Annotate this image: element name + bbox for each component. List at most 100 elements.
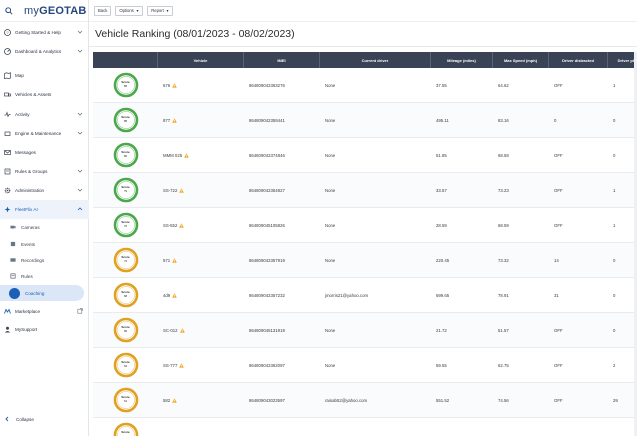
table-row[interactable]: Score 66 SC-012 864809045131919 None 21.72 51.…	[93, 313, 637, 348]
imei-cell: 864809042357919	[249, 257, 285, 263]
vehicle-cell[interactable]: 582	[158, 383, 244, 417]
sidebar-subitem-events[interactable]: Events	[0, 236, 89, 252]
table-row[interactable]: Score 86 676 864809042363276 None 37.55 64.62 O…	[93, 68, 637, 103]
mileage-cell: 51.85	[436, 152, 447, 158]
sidebar-item-messages[interactable]: Messages	[0, 143, 89, 162]
mileage-cell: 220.45	[436, 257, 450, 263]
vehicle-cell[interactable]: MMM 025	[158, 138, 244, 172]
driver-cell: None	[325, 222, 336, 228]
chevron-down-icon	[77, 48, 83, 54]
score-label: Score	[121, 430, 130, 434]
score-cell: Score 64	[93, 348, 158, 382]
column-header-driver[interactable]: Current driver	[320, 52, 431, 68]
search-icon[interactable]	[4, 6, 14, 16]
app-logo[interactable]: myGEOTAB	[24, 4, 87, 17]
vehicle-cell[interactable]: 4d9	[158, 278, 244, 312]
collapse-button[interactable]: Collapse	[0, 410, 34, 428]
column-header-mileage[interactable]: Mileage (miles)	[431, 52, 493, 68]
score-ring: Score 68	[113, 282, 139, 308]
vehicle-cell[interactable]: SS-777	[158, 348, 244, 382]
warning-icon	[172, 257, 177, 263]
score-ring: Score 64	[113, 352, 139, 378]
vehicle-cell[interactable]: 571	[158, 243, 244, 277]
marketplace-icon	[4, 308, 11, 315]
chevron-down-icon: ▼	[165, 8, 170, 13]
sidebar-item-label: Getting Started & Help	[15, 30, 61, 35]
warning-icon	[184, 152, 189, 158]
score-value: 80	[123, 153, 128, 158]
score-cell: Score 66	[93, 313, 158, 347]
score-cell: Score 61	[93, 383, 158, 417]
column-header-vehicle[interactable]: Vehicle	[158, 52, 244, 68]
sidebar-item-marketplace[interactable]: Marketplace	[0, 302, 89, 321]
chevron-up-icon	[77, 206, 83, 212]
sidebar-subitem-recordings[interactable]: Recordings	[0, 252, 89, 268]
vehicle-cell[interactable]: 676	[158, 68, 244, 102]
back-button[interactable]: Back	[94, 5, 112, 16]
sidebar-subitem-rules[interactable]: Rules	[0, 268, 89, 284]
mileage-cell: 495.11	[436, 117, 449, 123]
max-speed-cell: 73.23	[498, 187, 509, 193]
mileage-cell: 37.55	[436, 82, 447, 88]
column-header-driver-distracted[interactable]: Driver distracted	[549, 52, 608, 68]
table-row[interactable]: Score 85 877 864809042359441 None 495.11 83.16…	[93, 103, 637, 138]
table-row[interactable]: Score 76 SS-552 864809045105826 None 28.59 68.…	[93, 208, 637, 243]
score-value: 68	[123, 293, 128, 298]
warning-icon	[179, 187, 185, 193]
table-row[interactable]: Score 79 SS-722 864809042364827 None 33.57 73.…	[93, 173, 637, 208]
phone-cell: 2	[613, 362, 616, 368]
sidebar-subitem-coaching[interactable]: Coaching	[0, 285, 84, 301]
vehicle-cell[interactable]: SC-012	[158, 313, 244, 347]
sidebar-item-mysupport[interactable]: MySupport	[0, 320, 89, 339]
table-row[interactable]: Score 72 571 864809042357919 None 220.45 73.32…	[93, 243, 637, 278]
sidebar-subitem-cameras[interactable]: Cameras	[0, 219, 89, 235]
score-label: Score	[121, 255, 130, 259]
sidebar-item-rules-groups[interactable]: Rules & Groups	[0, 162, 89, 181]
column-header-imei[interactable]: IMEI	[244, 52, 320, 68]
mileage-cell: 59.55	[436, 362, 447, 368]
table-row[interactable]: Score 68 4d9 864809042357232 jmorris21@yahoo…	[93, 278, 637, 313]
driver-cell	[320, 418, 431, 436]
imei-cell: 864809042363276	[249, 82, 285, 88]
sidebar-item-map[interactable]: Map	[0, 66, 89, 85]
score-ring: Score 72	[113, 247, 139, 273]
sidebar-item-label: Engine & Maintenance	[15, 131, 62, 136]
report-button[interactable]: Report ▼	[147, 5, 174, 16]
column-header-max-speed[interactable]: Max Speed (mph)	[493, 52, 549, 68]
chevron-left-icon	[4, 416, 11, 423]
table-row[interactable]: Score 61 582 864809043023597 rainab52@yahoo.…	[93, 383, 637, 418]
sidebar-item-vehicles-assets[interactable]: Vehicles & Assets	[0, 85, 89, 104]
score-cell: Score 85	[93, 103, 158, 137]
event-icon	[9, 241, 16, 248]
sidebar-item-label: Activity	[15, 112, 30, 117]
sidebar-item-fleetflix-ai[interactable]: FleetFlix AI	[0, 200, 89, 219]
phone-cell: 29	[613, 397, 618, 403]
vehicle-cell[interactable]	[158, 418, 244, 436]
table-row[interactable]: Score 80 MMM 025 864809042374846 None 51.85 68…	[93, 138, 637, 173]
score-ring: Score 76	[113, 212, 139, 238]
vehicle-cell[interactable]: 877	[158, 103, 244, 137]
vehicle-name: 877	[163, 117, 171, 123]
vehicle-ranking-table: Vehicle IMEI Current driver Mileage (mil…	[93, 52, 637, 436]
max-speed-cell: 51.57	[498, 327, 509, 333]
sidebar-item-activity[interactable]: Activity	[0, 105, 89, 124]
sidebar-item-dashboard-analytics[interactable]: Dashboard & Analytics	[0, 42, 89, 61]
sidebar-item-label: Dashboard & Analytics	[15, 49, 62, 54]
table-row[interactable]: Score 64 SS-777 864809042362097 None 59.55 62.…	[93, 348, 637, 383]
sidebar-item-engine-maintenance[interactable]: Engine & Maintenance	[0, 124, 89, 143]
sidebar-item-getting-started-help[interactable]: ? Getting Started & Help	[0, 23, 89, 42]
table-row[interactable]: Score	[93, 418, 637, 436]
imei-cell: 864809045131919	[249, 327, 285, 333]
options-button[interactable]: Options ▼	[115, 5, 144, 16]
vehicle-cell[interactable]: SS-722	[158, 173, 244, 207]
imei-cell	[244, 418, 320, 436]
max-speed-cell: 83.16	[498, 117, 509, 123]
vehicle-cell[interactable]: SS-552	[158, 208, 244, 242]
column-header-driver-phone[interactable]: Driver phone	[608, 52, 637, 68]
scrollbar[interactable]	[634, 52, 637, 436]
distracted-cell: OFF	[554, 222, 563, 228]
rules-icon	[9, 273, 16, 280]
column-header-score[interactable]	[93, 52, 158, 68]
sidebar-item-administration[interactable]: Administration	[0, 181, 89, 200]
